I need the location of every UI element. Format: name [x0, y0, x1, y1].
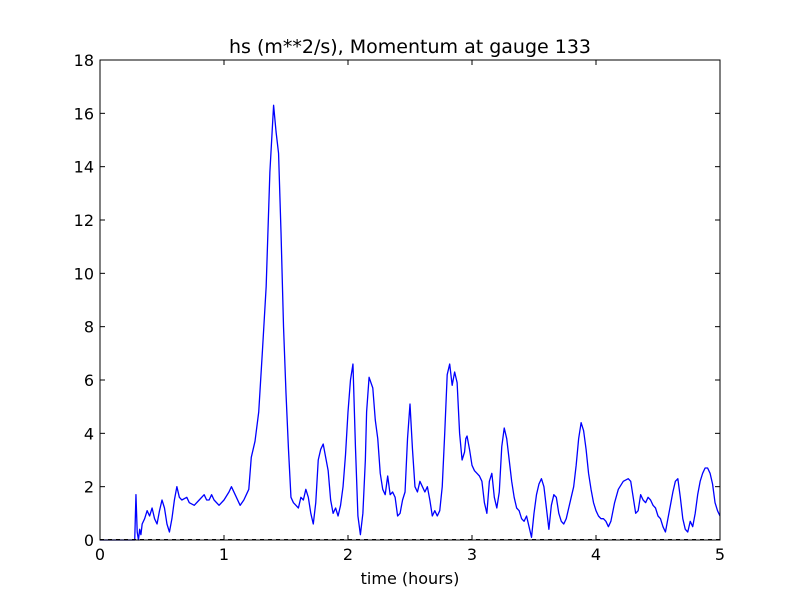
x-tick-label: 5 [715, 545, 725, 564]
x-tick-label: 4 [591, 545, 601, 564]
y-tick-label: 12 [74, 211, 94, 230]
series-line [100, 104, 721, 541]
x-tick-label: 3 [467, 545, 477, 564]
y-tick-label: 16 [74, 104, 94, 123]
plot-frame [99, 59, 721, 541]
y-tick-label: 6 [84, 371, 94, 390]
chart-title: hs (m**2/s), Momentum at gauge 133 [229, 36, 591, 58]
y-tick-label: 14 [74, 158, 94, 177]
y-tick-label: 8 [84, 318, 94, 337]
x-tick-label: 2 [343, 545, 353, 564]
x-tick-label: 1 [219, 545, 229, 564]
y-tick-label: 2 [84, 478, 94, 497]
y-tick-label: 18 [74, 51, 94, 70]
y-tick-label: 10 [74, 264, 94, 283]
x-tick-label: 0 [95, 545, 105, 564]
y-tick-label: 0 [84, 531, 94, 550]
x-axis-label: time (hours) [361, 569, 460, 588]
y-tick-label: 4 [84, 424, 94, 443]
